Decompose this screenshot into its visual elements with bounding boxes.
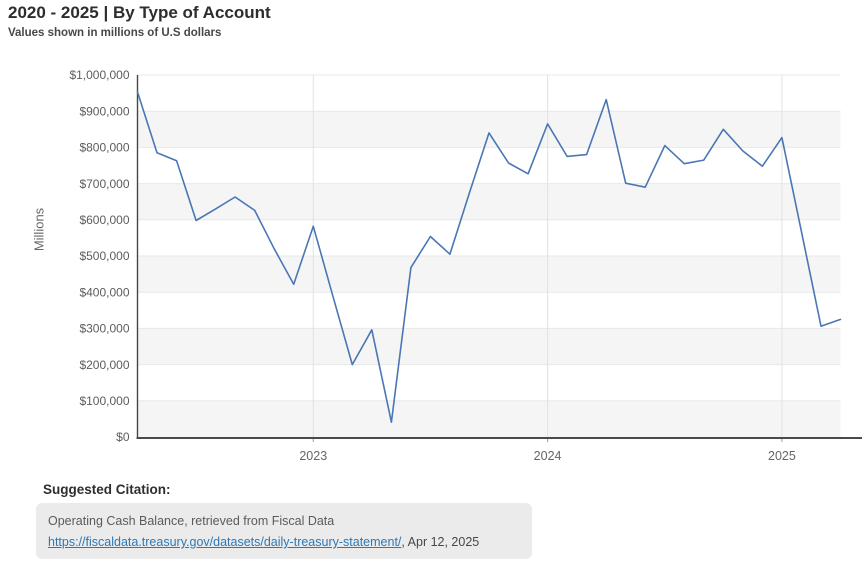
svg-text:2024: 2024: [534, 449, 562, 463]
x-axis-labels: 2023 2024 2025: [299, 449, 796, 463]
page-title: 2020 - 2025 | By Type of Account: [8, 3, 271, 22]
svg-text:$700,000: $700,000: [79, 177, 129, 191]
svg-text:$200,000: $200,000: [79, 358, 129, 372]
svg-text:$1,000,000: $1,000,000: [69, 68, 129, 82]
svg-text:$600,000: $600,000: [79, 213, 129, 227]
svg-text:$0: $0: [116, 430, 130, 444]
citation-line2: https://fiscaldata.treasury.gov/datasets…: [48, 531, 520, 553]
y-axis-title: Millions: [31, 207, 47, 252]
svg-text:$300,000: $300,000: [79, 322, 129, 336]
svg-text:2023: 2023: [299, 449, 327, 463]
citation-date: , Apr 12, 2025: [401, 535, 480, 549]
svg-text:$100,000: $100,000: [79, 394, 129, 408]
horizontal-gridlines: [137, 74, 841, 402]
axes: [136, 75, 862, 439]
svg-text:$900,000: $900,000: [79, 104, 129, 118]
chart-bands: [137, 111, 841, 437]
citation-link[interactable]: https://fiscaldata.treasury.gov/datasets…: [48, 535, 402, 549]
vertical-gridlines: [312, 75, 783, 437]
citation-heading: Suggested Citation:: [43, 482, 171, 497]
citation-text: Operating Cash Balance, retrieved from F…: [48, 514, 335, 528]
svg-text:$400,000: $400,000: [79, 285, 129, 299]
svg-text:$500,000: $500,000: [79, 249, 129, 263]
y-axis-labels: $0 $100,000 $200,000 $300,000 $400,000 $500,0…: [69, 68, 129, 444]
series-operating-cash-balance: [136, 91, 842, 424]
svg-text:2025: 2025: [768, 449, 796, 463]
line-chart-svg: 2023 2024 2025 $0 $100,000 $200,000 $300,000 $4…: [69, 68, 862, 463]
svg-text:$800,000: $800,000: [79, 141, 129, 155]
line-chart[interactable]: 2023 2024 2025 $0 $100,000 $200,000 $300,000 $4…: [0, 60, 862, 475]
citation-box: Operating Cash Balance, retrieved from F…: [36, 503, 532, 559]
page-subtitle: Values shown in millions of U.S dollars: [8, 27, 222, 39]
